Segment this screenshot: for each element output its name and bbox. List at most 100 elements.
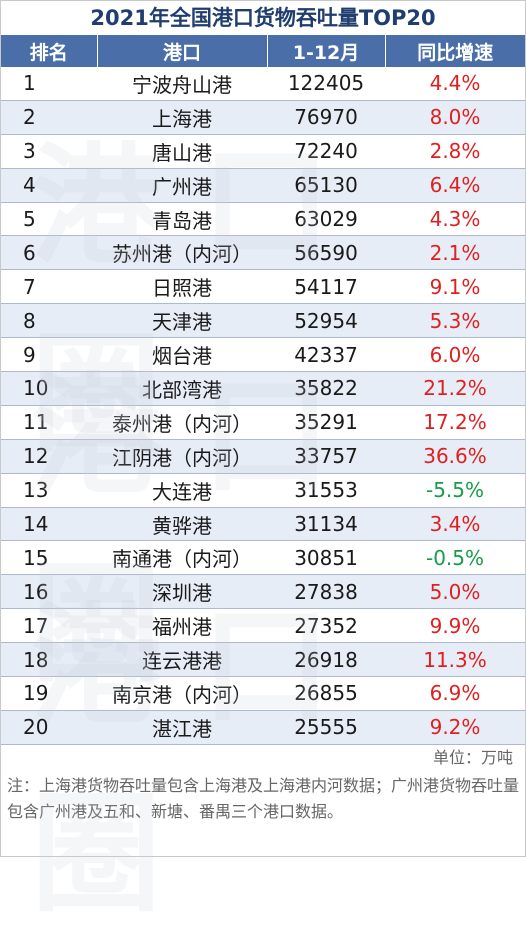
table-row: 15 南通港（内河） 30851 -0.5%	[1, 540, 525, 576]
throughput-cell: 122405	[267, 67, 385, 101]
rank-cell: 15	[1, 540, 97, 576]
throughput-cell: 72240	[267, 134, 385, 169]
unit-label: 单位：万吨	[432, 747, 513, 767]
table-row: 19 南京港（内河） 26855 6.9%	[1, 676, 525, 711]
table-row: 7 日照港 54117 9.1%	[1, 269, 525, 305]
throughput-cell: 54117	[267, 269, 385, 305]
growth-cell: 4.4%	[385, 67, 525, 101]
table-title: 2021年全国港口货物吞吐量TOP20	[90, 6, 436, 30]
port-name-cell: 福州港	[97, 608, 267, 644]
port-name-cell: 北部湾港	[97, 371, 267, 406]
rank-cell: 13	[1, 473, 97, 508]
throughput-cell: 31134	[267, 507, 385, 542]
throughput-cell: 25555	[267, 710, 385, 745]
port-throughput-table: 排名 港口 1-12月 同比增速 1 宁波舟山港 122405 4.4% 2 上海港 769…	[1, 35, 525, 745]
throughput-cell: 26918	[267, 642, 385, 678]
throughput-cell: 65130	[267, 168, 385, 203]
rank-cell: 3	[1, 134, 97, 169]
growth-cell: -5.5%	[385, 473, 525, 508]
table-row: 13 大连港 31553 -5.5%	[1, 473, 525, 508]
port-name-cell: 烟台港	[97, 337, 267, 373]
header-rank: 排名	[1, 35, 98, 67]
port-name-cell: 广州港	[97, 168, 267, 203]
rank-cell: 16	[1, 574, 97, 610]
throughput-cell: 30851	[267, 540, 385, 576]
growth-cell: 6.4%	[385, 168, 525, 203]
growth-cell: 17.2%	[385, 405, 525, 440]
growth-cell: 5.0%	[385, 574, 525, 610]
throughput-cell: 27838	[267, 574, 385, 610]
table-row: 11 泰州港（内河） 35291 17.2%	[1, 405, 525, 440]
throughput-cell: 26855	[267, 676, 385, 711]
port-name-cell: 黄骅港	[97, 507, 267, 542]
rank-cell: 7	[1, 269, 97, 305]
table-row: 9 烟台港 42337 6.0%	[1, 337, 525, 373]
rank-cell: 6	[1, 235, 97, 271]
growth-cell: 9.1%	[385, 269, 525, 305]
throughput-cell: 76970	[267, 100, 385, 135]
port-name-cell: 苏州港（内河）	[97, 235, 267, 271]
growth-cell: 21.2%	[385, 371, 525, 406]
rank-cell: 20	[1, 710, 97, 745]
throughput-cell: 35291	[267, 405, 385, 440]
port-name-cell: 江阴港（内河）	[97, 439, 267, 474]
throughput-cell: 42337	[267, 337, 385, 373]
growth-cell: 6.9%	[385, 676, 525, 711]
growth-cell: -0.5%	[385, 540, 525, 576]
rank-cell: 5	[1, 202, 97, 237]
table-row: 5 青岛港 63029 4.3%	[1, 202, 525, 237]
table-row: 18 连云港港 26918 11.3%	[1, 642, 525, 678]
port-name-cell: 大连港	[97, 473, 267, 508]
port-name-cell: 唐山港	[97, 134, 267, 169]
throughput-cell: 52954	[267, 303, 385, 339]
table-row: 10 北部湾港 35822 21.2%	[1, 371, 525, 406]
growth-cell: 2.8%	[385, 134, 525, 169]
rank-cell: 4	[1, 168, 97, 203]
growth-cell: 8.0%	[385, 100, 525, 135]
table-row: 6 苏州港（内河） 56590 2.1%	[1, 235, 525, 271]
table-card: 港口圈 港口圈 港口圈 2021年全国港口货物吞吐量TOP20 排名 港口 1-…	[0, 0, 526, 857]
footnote: 注：上海港货物吞吐量包含上海港及上海港内河数据；广州港货物吞吐量包含广州港及五和…	[7, 775, 520, 821]
rank-cell: 18	[1, 642, 97, 678]
growth-cell: 3.4%	[385, 507, 525, 542]
growth-cell: 9.2%	[385, 710, 525, 745]
port-name-cell: 泰州港（内河）	[97, 405, 267, 440]
throughput-cell: 33757	[267, 439, 385, 474]
rank-cell: 9	[1, 337, 97, 373]
growth-cell: 9.9%	[385, 608, 525, 644]
rank-cell: 12	[1, 439, 97, 474]
rank-cell: 10	[1, 371, 97, 406]
port-name-cell: 南通港（内河）	[97, 540, 267, 576]
table-row: 16 深圳港 27838 5.0%	[1, 574, 525, 610]
rank-cell: 11	[1, 405, 97, 440]
table-row: 17 福州港 27352 9.9%	[1, 608, 525, 644]
growth-cell: 6.0%	[385, 337, 525, 373]
rank-cell: 1	[1, 67, 97, 101]
throughput-cell: 27352	[267, 608, 385, 644]
port-name-cell: 连云港港	[97, 642, 267, 678]
rank-cell: 17	[1, 608, 97, 644]
throughput-cell: 31553	[267, 473, 385, 508]
throughput-cell: 56590	[267, 235, 385, 271]
header-growth: 同比增速	[385, 35, 525, 67]
port-name-cell: 天津港	[97, 303, 267, 339]
table-row: 2 上海港 76970 8.0%	[1, 100, 525, 135]
table-row: 8 天津港 52954 5.3%	[1, 303, 525, 339]
port-name-cell: 青岛港	[97, 202, 267, 237]
table-row: 4 广州港 65130 6.4%	[1, 168, 525, 203]
growth-cell: 4.3%	[385, 202, 525, 237]
rank-cell: 8	[1, 303, 97, 339]
throughput-cell: 63029	[267, 202, 385, 237]
port-name-cell: 南京港（内河）	[97, 676, 267, 711]
growth-cell: 36.6%	[385, 439, 525, 474]
header-port: 港口	[97, 35, 268, 67]
port-name-cell: 日照港	[97, 269, 267, 305]
table-row: 12 江阴港（内河） 33757 36.6%	[1, 439, 525, 474]
header-throughput: 1-12月	[267, 35, 386, 67]
table-row: 14 黄骅港 31134 3.4%	[1, 507, 525, 542]
growth-cell: 2.1%	[385, 235, 525, 271]
port-name-cell: 上海港	[97, 100, 267, 135]
port-name-cell: 宁波舟山港	[97, 67, 267, 101]
throughput-cell: 35822	[267, 371, 385, 406]
growth-cell: 11.3%	[385, 642, 525, 678]
